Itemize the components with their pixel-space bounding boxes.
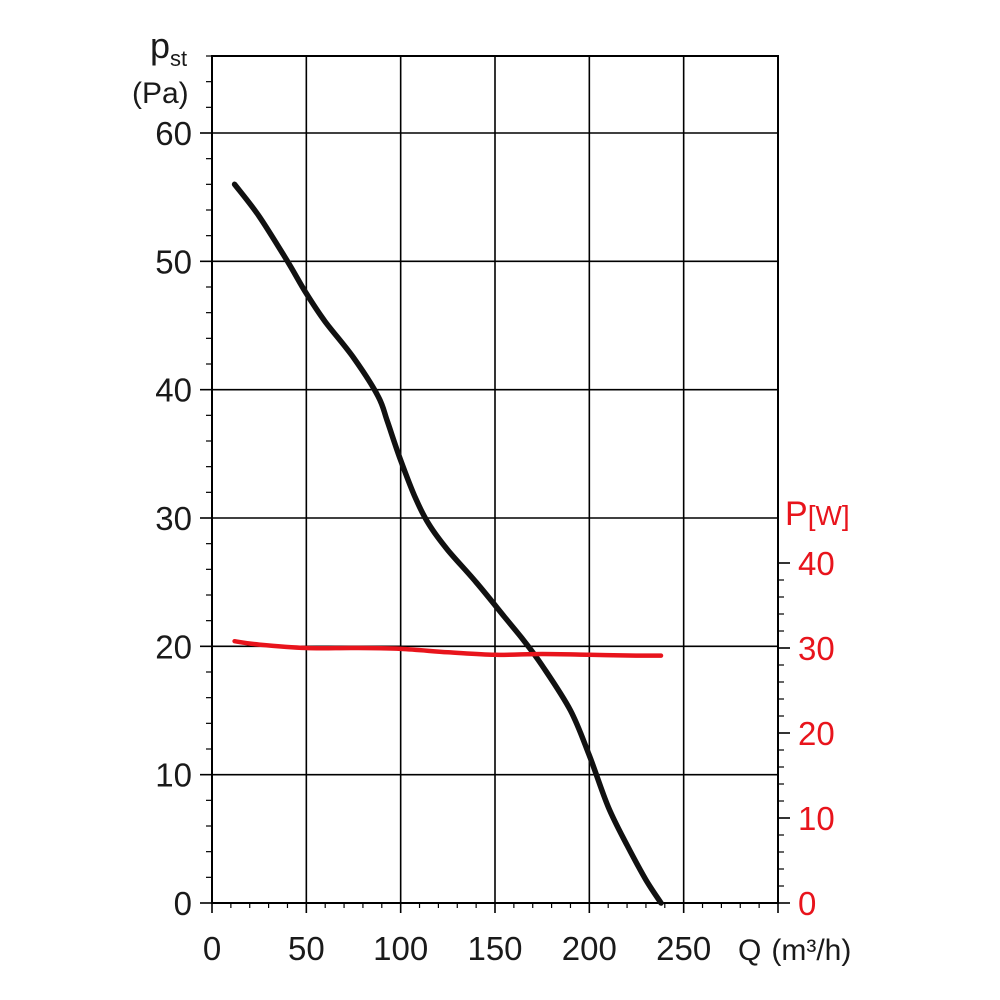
x-axis-unit: (m³/h) bbox=[771, 934, 851, 967]
right-axis-unit: [W] bbox=[808, 500, 850, 531]
grid bbox=[212, 56, 778, 903]
left-axis-tick-label: 10 bbox=[155, 757, 192, 794]
x-axis-tick-label: 250 bbox=[656, 930, 711, 967]
right-axis-label: P[W] bbox=[785, 495, 850, 533]
plot-border bbox=[211, 55, 779, 904]
left-axis-tick-label: 0 bbox=[174, 885, 192, 922]
right-axis-tick-label: 10 bbox=[798, 800, 835, 837]
right-axis-tick-label: 20 bbox=[798, 715, 835, 752]
x-axis-tick-label: 200 bbox=[562, 930, 617, 967]
power-curve-line bbox=[232, 638, 664, 658]
x-axis-label: Q (m³/h) bbox=[738, 934, 851, 967]
right-axis-tick-label: 40 bbox=[798, 545, 835, 582]
right-axis-tick-label: 30 bbox=[798, 630, 835, 667]
left-axis-label: pst bbox=[150, 25, 187, 71]
series-lines bbox=[231, 181, 664, 906]
left-axis-label-subscript: st bbox=[170, 46, 187, 71]
left-axis-unit: (Pa) bbox=[132, 77, 189, 110]
tick-labels: 0 10 20 30 40 50 60 0 50 100 150 200 250 0 10 20 30 40 bbox=[155, 115, 834, 967]
left-axis-tick-label: 60 bbox=[155, 115, 192, 152]
pressure-curve-line bbox=[231, 181, 664, 906]
left-axis-tick-label: 30 bbox=[155, 500, 192, 537]
x-axis-tick-label: 150 bbox=[467, 930, 522, 967]
left-axis-tick-label: 40 bbox=[155, 372, 192, 409]
x-axis-tick-label: 100 bbox=[373, 930, 428, 967]
right-axis-tick-label: 0 bbox=[798, 885, 816, 922]
x-axis-tick-label: 50 bbox=[288, 930, 325, 967]
left-axis-tick-label: 20 bbox=[155, 628, 192, 665]
left-axis-tick-label: 50 bbox=[155, 243, 192, 280]
x-axis-tick-label: 0 bbox=[203, 930, 221, 967]
plot-frame bbox=[211, 55, 779, 904]
